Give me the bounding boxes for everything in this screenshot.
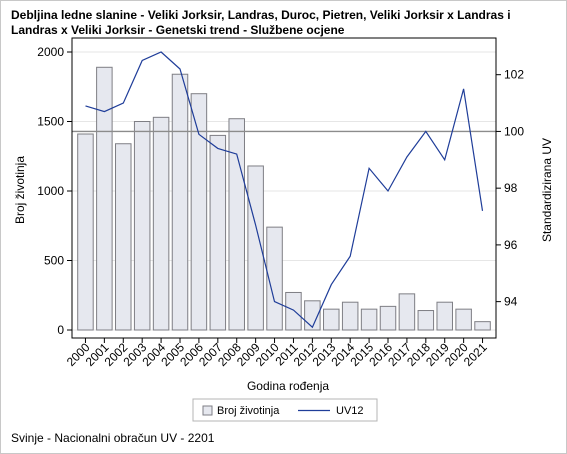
- y-tick-labels: 0 500 1000 1500 2000: [37, 45, 64, 337]
- y-tick-label: 1500: [37, 115, 64, 129]
- bar-2002: [115, 143, 132, 331]
- bar-2004: [152, 116, 170, 331]
- bar-2006: [190, 93, 208, 331]
- axes-layer: [67, 37, 501, 343]
- footnote: Svinje - Nacionalni obračun UV - 2201: [11, 431, 215, 445]
- bar-2009: [247, 165, 264, 331]
- legend-bar-label: Broj životinja: [217, 405, 280, 417]
- y2-axis-label: Standardizirana UV: [540, 138, 554, 242]
- plot-area-frame: [71, 37, 497, 339]
- bar-2016: [379, 305, 397, 331]
- bar-2003: [133, 121, 151, 331]
- y2-tick-label: 102: [504, 68, 524, 82]
- bar-2019: [436, 301, 453, 331]
- y-tick-label: 1000: [37, 184, 64, 198]
- line-layer: [85, 51, 484, 329]
- chart-title: Debljina ledne slanine - Veliki Jorksir,…: [11, 8, 511, 37]
- x-axis-label: Godina rođenja: [247, 379, 329, 393]
- legend-bar-swatch: [202, 405, 213, 416]
- y2-tick-label: 98: [504, 181, 518, 195]
- bar-2020: [455, 308, 472, 331]
- y-tick-label: 2000: [37, 45, 64, 59]
- bar-2018: [417, 310, 435, 331]
- bar-2005: [171, 73, 189, 331]
- uv12-line: [85, 51, 484, 329]
- bar-2000: [77, 133, 94, 331]
- bar-2012: [304, 300, 321, 331]
- x-tick-label: 2021: [461, 340, 490, 369]
- bar-2011: [285, 291, 302, 331]
- bar-layer: [77, 66, 491, 331]
- bar-2015: [360, 308, 378, 331]
- legend: Broj životinja UV12: [192, 398, 378, 422]
- bar-2021: [474, 321, 491, 331]
- y-tick-label: 500: [44, 254, 64, 268]
- bar-2010: [266, 226, 283, 331]
- bar-2008: [228, 118, 245, 331]
- y2-tick-label: 100: [504, 124, 524, 138]
- bar-2001: [96, 66, 113, 331]
- bar-2017: [398, 293, 416, 331]
- y-axis-label: Broj životinja: [13, 156, 27, 224]
- y2-tick-labels: 94 96 98 100 102: [504, 68, 524, 309]
- legend-box: [192, 398, 378, 422]
- bar-2014: [341, 301, 359, 331]
- bar-2007: [209, 134, 227, 331]
- bar-2013: [323, 308, 340, 331]
- y2-tick-label: 96: [504, 238, 518, 252]
- x-tick-labels: 2000200120022003200420052006200720082009…: [64, 340, 490, 369]
- y2-tick-label: 94: [504, 295, 518, 309]
- y-tick-label: 0: [57, 323, 64, 337]
- legend-line-label: UV12: [336, 405, 364, 417]
